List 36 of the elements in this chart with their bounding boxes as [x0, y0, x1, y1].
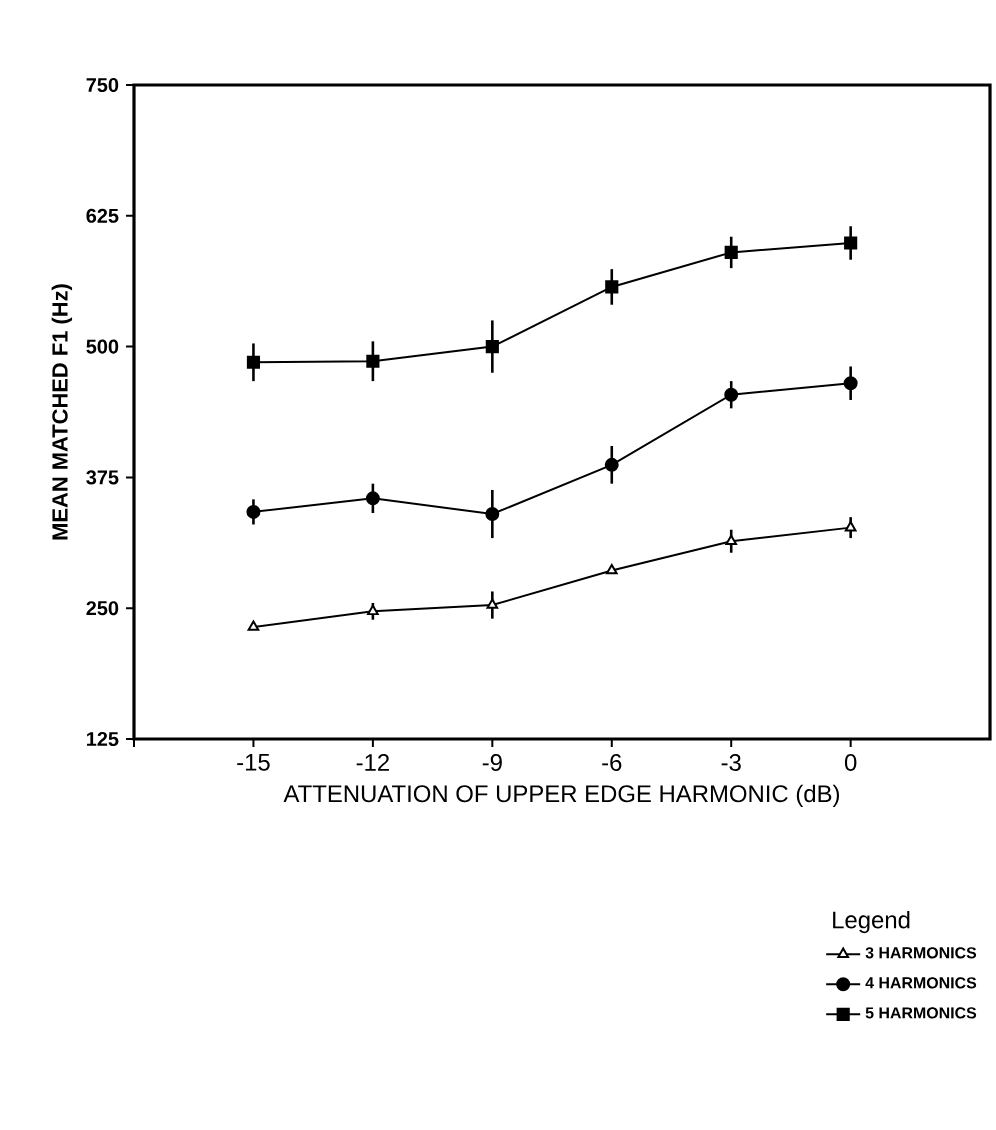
point [725, 534, 738, 546]
x-tick-label: -6 [602, 754, 622, 771]
y-tick-label: 375 [86, 470, 119, 485]
point [605, 280, 619, 294]
x-tick-label: -12 [356, 754, 389, 771]
point [843, 376, 858, 391]
point [486, 598, 499, 609]
y-tick-label: 750 [86, 77, 119, 93]
point [604, 457, 619, 472]
x-tick-label: -3 [721, 754, 741, 771]
y-tick-label: 250 [86, 601, 119, 616]
point [365, 491, 380, 506]
y-tick-label: 500 [86, 339, 119, 354]
point [485, 507, 500, 521]
legend-label: 5 HARMONICS [865, 1007, 977, 1019]
point [605, 563, 618, 575]
point [485, 340, 499, 354]
legend-label: 4 HARMONICS [865, 977, 977, 989]
point [246, 504, 261, 519]
point [844, 236, 858, 250]
x-tick-label: 0 [844, 754, 857, 771]
legend-title: Legend [833, 910, 910, 934]
legend-label: 3 HARMONICS [865, 947, 977, 959]
point [724, 245, 738, 259]
x-tick-label: -9 [482, 754, 502, 771]
x-axis-title: ATTENUATION OF UPPER EDGE HARMONIC (dB) [283, 784, 840, 807]
point [246, 355, 261, 369]
y-axis-title: MEAN MATCHED F1 (Hz) [51, 284, 73, 540]
y-tick-label: 625 [86, 208, 119, 223]
point [724, 387, 739, 402]
point [366, 354, 380, 368]
point [247, 620, 260, 631]
point [844, 521, 857, 532]
y-tick-label: 125 [86, 731, 119, 747]
x-tick-label: -15 [237, 754, 270, 771]
point [367, 604, 379, 616]
